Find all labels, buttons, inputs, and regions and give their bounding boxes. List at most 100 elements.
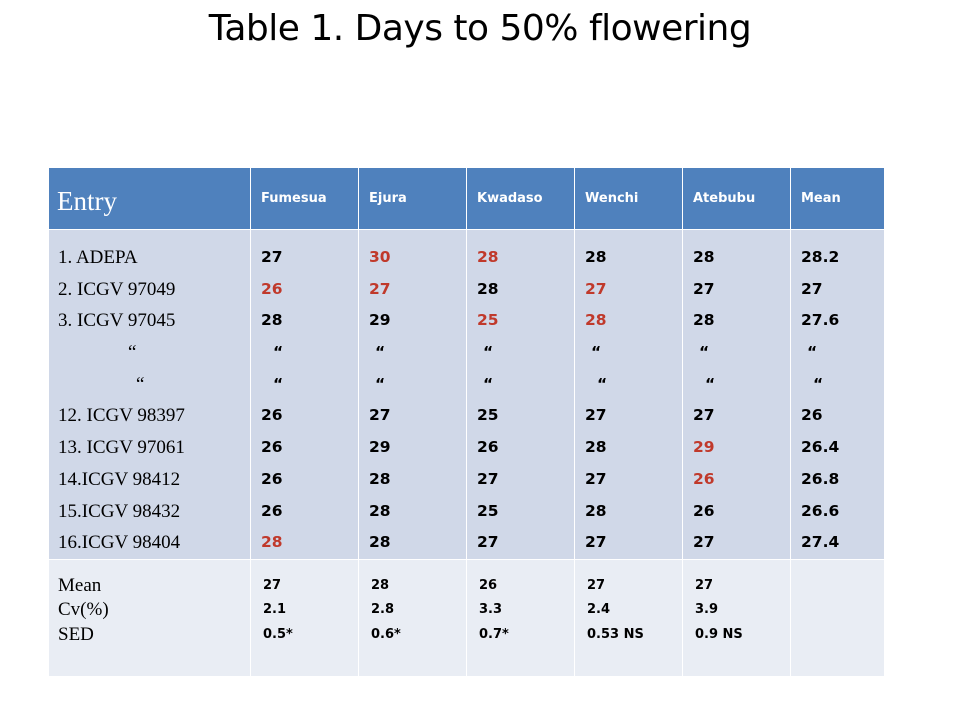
summary-label: SED: [58, 623, 94, 645]
entry-name: “: [128, 342, 137, 364]
value-cell: 27: [585, 469, 607, 488]
kwadaso-values: 28 28 25 “ “ 25 26 27 25 27: [467, 230, 574, 559]
value-cell: 28: [585, 248, 607, 266]
summary-label-cell: Mean Cv(%) SED: [48, 558, 251, 678]
summary-labels: Mean Cv(%) SED: [49, 560, 250, 648]
entry-name: 14.ICGV 98412: [58, 468, 181, 490]
summary-value: 27: [587, 577, 606, 593]
summary-value: 2.1: [263, 602, 287, 618]
header-entry: Entry: [48, 167, 251, 230]
value-cell: 28: [369, 533, 391, 552]
header-kwadaso: Kwadaso: [466, 167, 575, 230]
value-cell: 28: [585, 311, 607, 330]
header-atebubu: Atebubu: [682, 167, 791, 230]
value-cell: 25: [477, 501, 499, 520]
fumesua-cell: 27 26 28 “ “ 26 26 26 26 28: [250, 229, 359, 560]
value-cell: 27.4: [801, 533, 840, 552]
value-cell: 28: [477, 248, 499, 266]
summary-ejura: 28 2.8 0.6*: [358, 558, 467, 678]
value-cell: 26: [801, 406, 823, 425]
value-cell: 26: [261, 438, 283, 457]
fumesua-values: 27 26 28 “ “ 26 26 26 26 28: [251, 230, 358, 559]
summary-row: Mean Cv(%) SED 27 2.1 0.5* 28 2.8 0.6* 26 3.3 0.…: [48, 558, 885, 678]
value-cell: 27: [801, 279, 823, 298]
value-cell: “: [597, 374, 608, 393]
value-cell: 26.8: [801, 469, 840, 488]
summary-mean: [790, 558, 885, 678]
value-cell: 27: [693, 533, 715, 552]
header-row: Entry Fumesua Ejura Kwadaso Wenchi Atebu…: [48, 167, 885, 230]
value-cell: 26: [693, 469, 715, 488]
entry-name: 13. ICGV 97061: [58, 437, 185, 459]
header-wenchi: Wenchi: [574, 167, 683, 230]
value-cell: 26.6: [801, 501, 840, 520]
value-cell: “: [591, 343, 602, 362]
summary-label: Cv(%): [58, 599, 109, 621]
value-cell: “: [483, 343, 494, 362]
value-cell: 27: [693, 406, 715, 425]
value-cell: 28.2: [801, 248, 840, 266]
entry-name: 16.ICGV 98404: [58, 532, 181, 554]
value-cell: 26: [261, 406, 283, 425]
entry-list: 1. ADEPA 2. ICGV 97049 3. ICGV 97045 “ “ 12. …: [49, 230, 250, 559]
value-cell: “: [483, 374, 494, 393]
value-cell: 26: [693, 501, 715, 520]
summary-value: 0.53 NS: [587, 626, 644, 642]
summary-kwadaso: 26 3.3 0.7*: [466, 558, 575, 678]
summary-value: 27: [263, 577, 282, 593]
value-cell: 28: [693, 311, 715, 330]
header-fumesua: Fumesua: [250, 167, 359, 230]
value-cell: 27: [585, 406, 607, 425]
entry-name: 15.ICGV 98432: [58, 500, 181, 522]
header-mean: Mean: [790, 167, 885, 230]
summary-value: 3.9: [695, 602, 719, 618]
value-cell: “: [273, 343, 284, 362]
value-cell: 28: [585, 501, 607, 520]
value-cell: 29: [369, 438, 391, 457]
summary-atebubu: 27 3.9 0.9 NS: [682, 558, 791, 678]
value-cell: 25: [477, 311, 499, 330]
summary-value: 0.6*: [371, 626, 401, 642]
summary-value: 28: [371, 577, 390, 593]
ejura-values: 30 27 29 “ “ 27 29 28 28 28: [359, 230, 466, 559]
value-cell: 28: [477, 279, 499, 298]
summary-value: 26: [479, 577, 498, 593]
value-cell: “: [375, 374, 386, 393]
value-cell: 27: [585, 279, 607, 298]
summary-label: Mean: [58, 574, 102, 596]
value-cell: 27.6: [801, 311, 840, 330]
atebubu-cell: 28 27 28 “ “ 27 29 26 26 27: [682, 229, 791, 560]
value-cell: 27: [477, 469, 499, 488]
summary-value: 3.3: [479, 602, 503, 618]
value-cell: 29: [693, 438, 715, 457]
mean-cell: 28.2 27 27.6 “ “ 26 26.4 26.8 26.6 27.4: [790, 229, 885, 560]
wenchi-values: 28 27 28 “ “ 27 28 27 28 27: [575, 230, 682, 559]
value-cell: “: [273, 374, 284, 393]
entry-cell: 1. ADEPA 2. ICGV 97049 3. ICGV 97045 “ “ 12. …: [48, 229, 251, 560]
ejura-cell: 30 27 29 “ “ 27 29 28 28 28: [358, 229, 467, 560]
value-cell: “: [807, 343, 818, 362]
value-cell: 27: [261, 248, 283, 266]
value-cell: “: [699, 343, 710, 362]
entry-name: 12. ICGV 98397: [58, 405, 185, 427]
value-cell: 27: [369, 279, 391, 298]
atebubu-values: 28 27 28 “ “ 27 29 26 26 27: [683, 230, 790, 559]
value-cell: 30: [369, 248, 391, 266]
value-cell: 28: [261, 311, 283, 330]
value-cell: “: [813, 374, 824, 393]
value-cell: 26.4: [801, 438, 840, 457]
data-row: 1. ADEPA 2. ICGV 97049 3. ICGV 97045 “ “ 12. …: [48, 229, 885, 560]
value-cell: 28: [369, 501, 391, 520]
value-cell: 29: [369, 311, 391, 330]
header-ejura: Ejura: [358, 167, 467, 230]
value-cell: 27: [693, 279, 715, 298]
value-cell: 26: [477, 438, 499, 457]
mean-values: 28.2 27 27.6 “ “ 26 26.4 26.8 26.6 27.4: [791, 230, 884, 559]
summary-fumesua: 27 2.1 0.5*: [250, 558, 359, 678]
value-cell: 25: [477, 406, 499, 425]
wenchi-cell: 28 27 28 “ “ 27 28 27 28 27: [574, 229, 683, 560]
value-cell: 26: [261, 469, 283, 488]
value-cell: 28: [693, 248, 715, 266]
value-cell: 27: [477, 533, 499, 552]
kwadaso-cell: 28 28 25 “ “ 25 26 27 25 27: [466, 229, 575, 560]
